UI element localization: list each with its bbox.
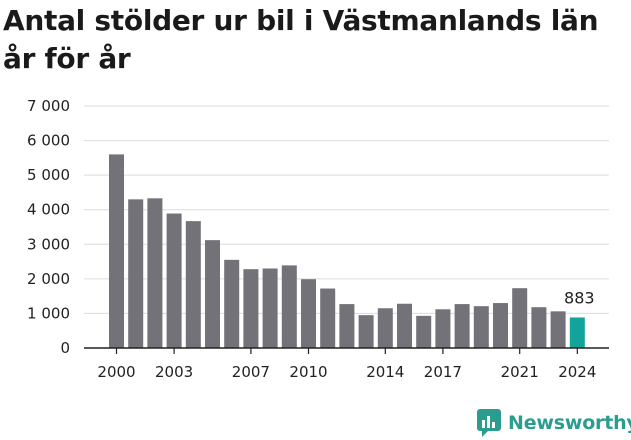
bar-2004 — [185, 221, 201, 348]
bar-2016 — [416, 315, 432, 348]
x-tick-label: 2010 — [289, 363, 327, 381]
x-tick-label: 2017 — [424, 363, 462, 381]
x-tick-label: 2003 — [155, 363, 193, 381]
x-tick-label: 2021 — [501, 363, 539, 381]
x-tick-label: 2014 — [366, 363, 404, 381]
bar-2008 — [262, 268, 278, 348]
chart-title: Antal stölder ur bil i Västmanlands län … — [3, 4, 599, 75]
bar-2019 — [473, 306, 489, 348]
y-tick-label: 5 000 — [27, 166, 70, 184]
bar-2021 — [512, 288, 528, 348]
bar-2000 — [109, 154, 124, 348]
bar-2014 — [377, 308, 393, 348]
bar-2012 — [339, 304, 355, 348]
bar-2006 — [224, 259, 240, 348]
newsworthy-brand: Newsworthy — [476, 406, 631, 440]
bar-2007 — [243, 269, 259, 348]
data-labels: 883 — [564, 288, 595, 307]
y-tick-label: 0 — [60, 339, 70, 357]
bar-2013 — [358, 315, 374, 348]
bar-2011 — [320, 288, 336, 348]
bar-2010 — [301, 279, 316, 348]
y-tick-label: 7 000 — [27, 97, 70, 115]
bar-2003 — [166, 213, 182, 348]
bar-2001 — [128, 199, 144, 348]
y-tick-label: 4 000 — [27, 201, 70, 219]
bar-2018 — [454, 304, 470, 348]
x-tick-label: 2024 — [558, 363, 596, 381]
y-tick-label: 6 000 — [27, 132, 70, 150]
y-tick-label: 1 000 — [27, 304, 70, 322]
x-tick-label: 2007 — [232, 363, 270, 381]
bar-2023 — [550, 311, 566, 348]
x-ticks — [115, 348, 578, 354]
bar-2002 — [147, 198, 163, 348]
y-tick-label: 3 000 — [27, 235, 70, 253]
y-grid — [84, 105, 609, 314]
bars — [109, 154, 585, 348]
bar-2022 — [531, 307, 547, 348]
y-tick-labels: 0 1 000 2 000 3 000 4 000 5 000 6 000 7 000 — [27, 97, 70, 357]
bar-2005 — [205, 240, 220, 348]
x-tick-label: 2000 — [97, 363, 135, 381]
x-tick-labels: 2000 2003 2007 2010 2014 2017 2021 2024 — [97, 363, 596, 381]
bar-2024 — [569, 317, 585, 348]
bar-2020 — [493, 303, 508, 348]
bar-2015 — [397, 303, 412, 348]
data-label-2024: 883 — [564, 288, 595, 307]
newsworthy-logo-icon — [477, 409, 501, 437]
y-tick-label: 2 000 — [27, 270, 70, 288]
bar-2017 — [435, 309, 451, 348]
bar-2009 — [281, 265, 297, 348]
brand-name: Newsworthy — [508, 412, 631, 434]
